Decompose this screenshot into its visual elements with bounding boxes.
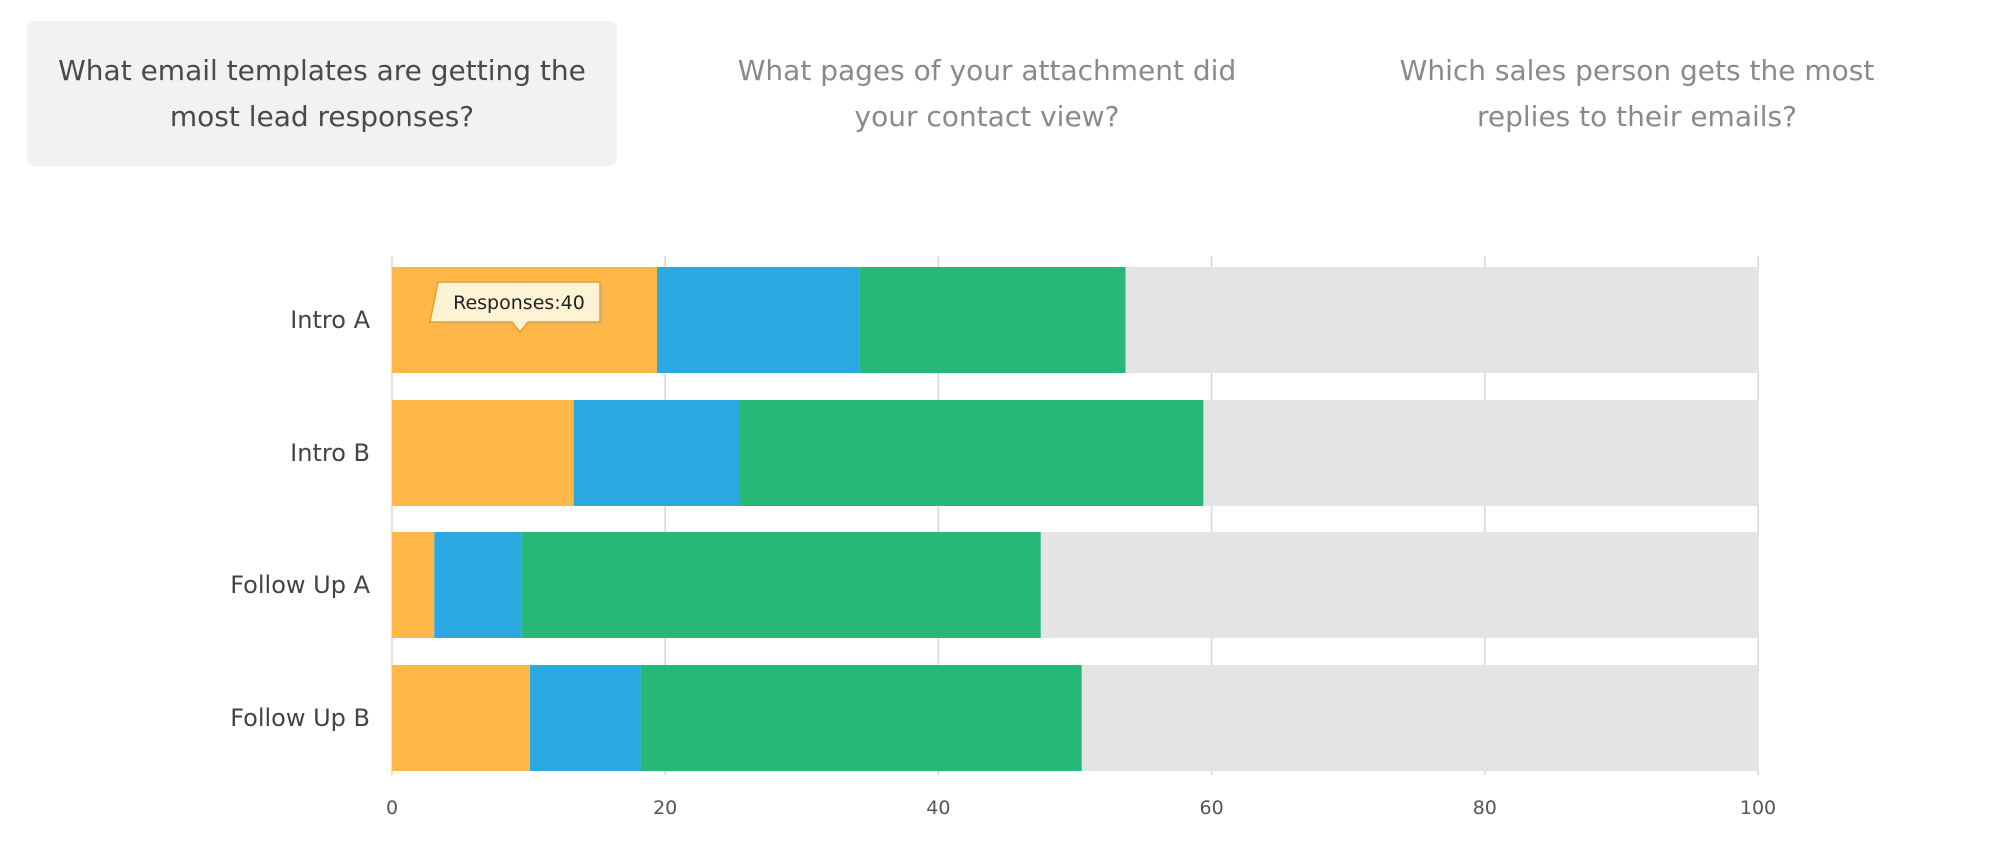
category-label: Follow Up B xyxy=(230,704,370,732)
x-tick-label: 20 xyxy=(653,797,677,819)
x-tick-label: 60 xyxy=(1200,797,1224,819)
tooltip-text: Responses:40 xyxy=(453,292,585,314)
bar-segment-intro-b-1[interactable] xyxy=(573,400,739,506)
category-label: Intro B xyxy=(290,439,370,467)
bar-segment-follow-up-b-2[interactable] xyxy=(640,665,1082,771)
bar-segment-intro-a-3[interactable] xyxy=(1125,267,1758,373)
bar-segment-follow-up-b-3[interactable] xyxy=(1081,665,1758,771)
category-label: Follow Up A xyxy=(230,571,370,599)
x-tick-label: 0 xyxy=(386,797,398,819)
bar-segment-intro-b-0[interactable] xyxy=(392,400,574,506)
x-tick-label: 80 xyxy=(1473,797,1497,819)
bar-segment-follow-up-b-0[interactable] xyxy=(392,665,530,771)
bar-segment-follow-up-a-2[interactable] xyxy=(521,532,1041,638)
tab-attachment-pages[interactable]: What pages of your attachment did your c… xyxy=(737,53,1237,133)
tooltip-box xyxy=(429,281,601,334)
category-label: Intro A xyxy=(290,306,370,334)
bar-segment-follow-up-a-1[interactable] xyxy=(434,532,522,638)
question-tabs: What email templates are getting the mos… xyxy=(27,21,1972,166)
tab-sales-person-replies[interactable]: Which sales person gets the most replies… xyxy=(1399,53,1875,133)
x-tick-label: 40 xyxy=(926,797,950,819)
bar-segment-intro-a-1[interactable] xyxy=(657,267,860,373)
tab-email-templates[interactable]: What email templates are getting the mos… xyxy=(27,21,617,166)
bar-segment-intro-a-2[interactable] xyxy=(859,267,1126,373)
bar-segment-follow-up-a-3[interactable] xyxy=(1040,532,1758,638)
x-tick-label: 100 xyxy=(1740,797,1776,819)
bar-segment-intro-b-2[interactable] xyxy=(738,400,1204,506)
bar-segment-follow-up-a-0[interactable] xyxy=(392,532,435,638)
bar-segment-follow-up-b-1[interactable] xyxy=(529,665,641,771)
bar-segment-intro-b-3[interactable] xyxy=(1203,400,1758,506)
